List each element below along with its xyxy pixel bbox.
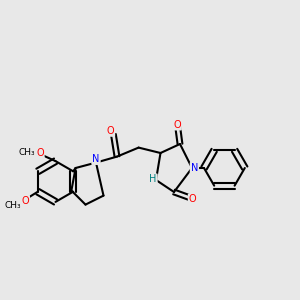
Text: O: O: [36, 148, 44, 158]
Text: O: O: [173, 119, 181, 130]
Text: CH₃: CH₃: [4, 201, 21, 210]
Text: H: H: [149, 174, 157, 184]
Text: N: N: [191, 163, 198, 173]
Text: O: O: [21, 196, 29, 206]
Text: O: O: [106, 126, 114, 136]
Text: N: N: [92, 154, 100, 164]
Text: CH₃: CH₃: [18, 148, 35, 157]
Text: O: O: [189, 194, 196, 205]
